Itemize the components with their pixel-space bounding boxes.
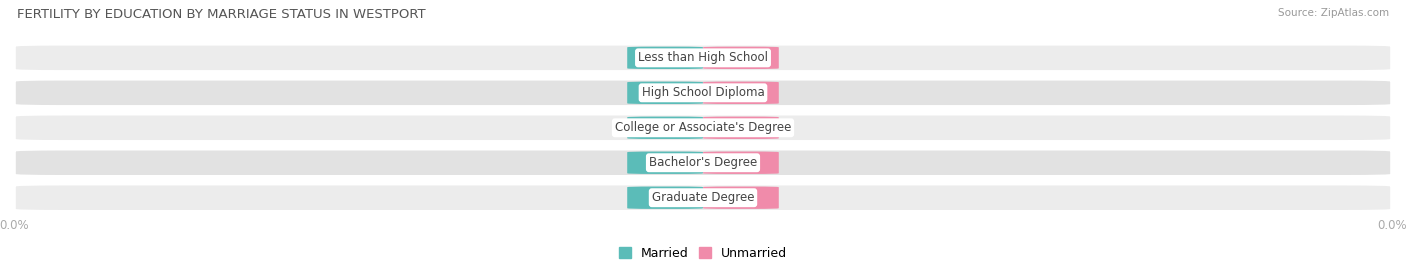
Text: 0.0%: 0.0%: [727, 158, 755, 168]
Text: College or Associate's Degree: College or Associate's Degree: [614, 121, 792, 134]
FancyBboxPatch shape: [14, 114, 1392, 142]
FancyBboxPatch shape: [627, 47, 703, 69]
Text: 0.0%: 0.0%: [651, 193, 679, 203]
Text: Graduate Degree: Graduate Degree: [652, 191, 754, 204]
FancyBboxPatch shape: [627, 186, 703, 209]
Text: Less than High School: Less than High School: [638, 51, 768, 64]
FancyBboxPatch shape: [627, 82, 703, 104]
Text: 0.0%: 0.0%: [651, 53, 679, 63]
FancyBboxPatch shape: [14, 184, 1392, 212]
Text: 0.0%: 0.0%: [727, 193, 755, 203]
Text: 0.0%: 0.0%: [727, 123, 755, 133]
FancyBboxPatch shape: [14, 79, 1392, 107]
Text: Bachelor's Degree: Bachelor's Degree: [650, 156, 756, 169]
Text: High School Diploma: High School Diploma: [641, 86, 765, 99]
FancyBboxPatch shape: [627, 116, 703, 139]
FancyBboxPatch shape: [703, 116, 779, 139]
FancyBboxPatch shape: [703, 82, 779, 104]
Legend: Married, Unmarried: Married, Unmarried: [613, 242, 793, 265]
Text: 0.0%: 0.0%: [727, 53, 755, 63]
Text: Source: ZipAtlas.com: Source: ZipAtlas.com: [1278, 8, 1389, 18]
FancyBboxPatch shape: [14, 149, 1392, 177]
FancyBboxPatch shape: [14, 44, 1392, 72]
FancyBboxPatch shape: [703, 186, 779, 209]
Text: 0.0%: 0.0%: [727, 88, 755, 98]
Text: FERTILITY BY EDUCATION BY MARRIAGE STATUS IN WESTPORT: FERTILITY BY EDUCATION BY MARRIAGE STATU…: [17, 8, 426, 21]
FancyBboxPatch shape: [703, 151, 779, 174]
FancyBboxPatch shape: [627, 151, 703, 174]
Text: 0.0%: 0.0%: [651, 158, 679, 168]
FancyBboxPatch shape: [703, 47, 779, 69]
Text: 0.0%: 0.0%: [651, 123, 679, 133]
Text: 0.0%: 0.0%: [651, 88, 679, 98]
